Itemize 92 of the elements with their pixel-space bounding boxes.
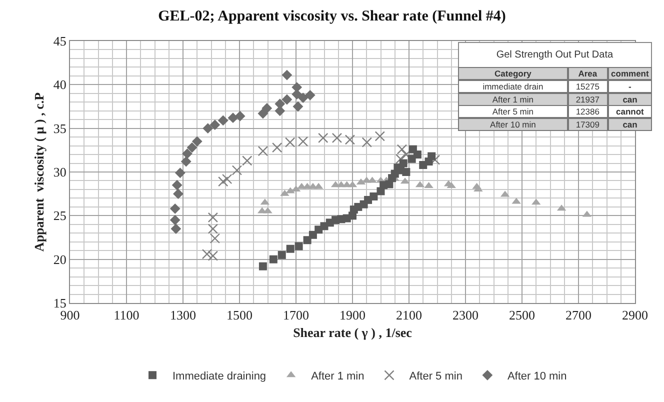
point	[182, 148, 192, 159]
point	[292, 89, 302, 100]
point	[170, 214, 180, 226]
point	[344, 134, 356, 145]
x-tick-label: 2900	[622, 308, 648, 323]
point	[218, 176, 228, 187]
point	[374, 131, 385, 142]
legend-label: After 1 min	[311, 370, 364, 382]
y-tick-label: 20	[53, 252, 66, 267]
legend-label: After 10 min	[507, 370, 567, 382]
point	[396, 144, 408, 154]
annotation: Category	[494, 68, 532, 78]
annotation: After 5 min	[492, 106, 534, 116]
point	[258, 146, 268, 156]
point	[228, 112, 238, 124]
y-tick-label: 40	[53, 77, 66, 92]
y-axis-title: Apparent viscosity ( μ ) , c.P	[31, 92, 46, 252]
point	[170, 203, 180, 214]
point	[284, 137, 296, 148]
point	[172, 180, 182, 190]
point	[332, 132, 342, 144]
point	[242, 156, 252, 166]
point	[395, 154, 406, 164]
point	[218, 115, 228, 126]
point	[269, 255, 278, 264]
point	[286, 244, 294, 253]
x-tick-label: 1300	[170, 308, 196, 323]
point	[202, 248, 212, 260]
annotation: can	[622, 120, 638, 130]
point	[294, 242, 303, 250]
annotation: -	[628, 82, 632, 92]
point	[278, 250, 286, 259]
x-tick-label: 2500	[509, 308, 535, 323]
point	[402, 168, 410, 176]
point	[208, 212, 218, 223]
annotation: comment	[611, 68, 650, 78]
annotation: 21937	[576, 94, 600, 104]
x-tick-label: 2300	[452, 308, 478, 323]
point	[362, 137, 372, 148]
y-tick-label: 25	[53, 208, 66, 224]
annotation: immediate drain	[482, 82, 544, 92]
annotation: After 1 min	[492, 94, 534, 104]
point	[180, 156, 192, 167]
point	[186, 142, 198, 153]
y-tick-label: 30	[53, 164, 66, 180]
point	[208, 250, 218, 261]
point	[234, 110, 246, 122]
point	[170, 224, 182, 234]
annotation: 17309	[576, 120, 600, 130]
annotation: Gel Strength Out Put Data	[496, 50, 614, 60]
legend-label: After 5 min	[409, 370, 462, 382]
point	[292, 101, 304, 112]
y-tick-label: 45	[53, 34, 66, 49]
point	[192, 136, 202, 147]
annotation: After 10 min	[490, 120, 536, 130]
point	[262, 103, 272, 114]
point	[208, 224, 218, 234]
point	[210, 120, 220, 130]
point	[428, 152, 436, 160]
point	[282, 94, 292, 105]
x-tick-label: 1700	[283, 308, 309, 323]
annotation: 15275	[576, 82, 600, 92]
x-tick-label: 1900	[340, 308, 366, 323]
chart-title: GEL-02; Apparent viscosity vs. Shear rate (Funnel #4)	[158, 8, 506, 25]
point	[222, 174, 232, 184]
point	[308, 230, 317, 239]
point	[413, 150, 422, 159]
x-tick-label: 2100	[396, 308, 422, 323]
point	[282, 70, 292, 80]
annotation: 12386	[576, 106, 600, 116]
point	[318, 132, 328, 144]
point	[210, 233, 220, 244]
point	[173, 188, 184, 200]
point	[202, 123, 214, 134]
point	[174, 168, 186, 178]
point	[298, 136, 308, 147]
point	[399, 159, 408, 168]
x-tick-label: 1100	[114, 308, 140, 323]
legend-label: Immediate draining	[172, 370, 266, 382]
x-axis-title: Shear rate ( γ ) , 1/sec	[293, 325, 412, 340]
point	[298, 92, 308, 103]
annotation: can	[622, 94, 638, 104]
point	[272, 142, 282, 153]
point	[258, 262, 267, 270]
point	[370, 192, 378, 200]
annotation: Area	[578, 68, 598, 78]
x-tick-label: 1500	[226, 308, 252, 323]
point	[304, 90, 316, 100]
x-tick-label: 2700	[566, 308, 592, 323]
point	[232, 165, 242, 176]
y-tick-label: 35	[53, 120, 66, 136]
annotation: cannot	[616, 106, 644, 116]
